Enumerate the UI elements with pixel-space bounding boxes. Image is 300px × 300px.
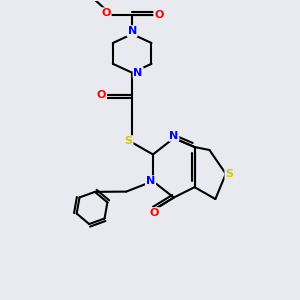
Text: N: N xyxy=(134,68,143,78)
Text: O: O xyxy=(97,90,106,100)
Text: N: N xyxy=(146,176,155,186)
Text: N: N xyxy=(128,26,137,36)
Text: O: O xyxy=(154,10,164,20)
Text: O: O xyxy=(150,208,159,218)
Text: N: N xyxy=(169,131,178,141)
Text: S: S xyxy=(225,169,233,179)
Text: O: O xyxy=(101,8,111,18)
Text: S: S xyxy=(124,136,133,146)
